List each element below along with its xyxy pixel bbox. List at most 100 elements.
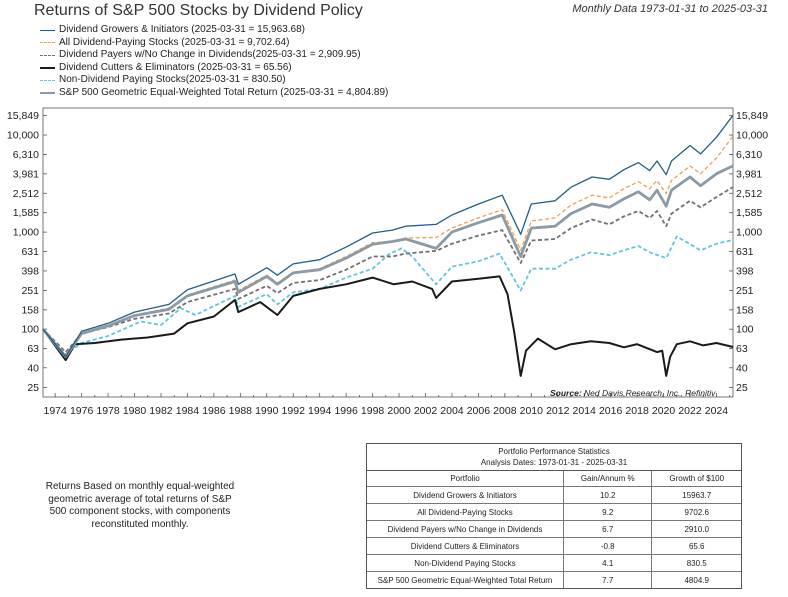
x-tick-label: 1984 <box>176 405 200 417</box>
y-tick-label-right: 25 <box>736 382 748 394</box>
table-row: S&P 500 Geometric Equal-Weighted Total R… <box>367 571 741 588</box>
portfolio-name: Dividend Payers w/No Change in Dividends <box>367 520 564 538</box>
x-tick-label: 2004 <box>440 405 464 417</box>
y-tick-label-left: 15,849 <box>7 110 39 122</box>
y-tick-label-left: 10,000 <box>7 130 39 142</box>
y-tick-label-left: 100 <box>21 324 39 336</box>
portfolio-name: S&P 500 Geometric Equal-Weighted Total R… <box>367 571 564 588</box>
x-tick-label: 2000 <box>387 405 411 417</box>
col-header-growth: Growth of $100 <box>651 471 741 487</box>
x-tick-label: 1974 <box>43 405 67 417</box>
y-tick-label-left: 631 <box>21 246 39 258</box>
x-tick-label: 1988 <box>229 405 253 417</box>
series-line-dividend-cutters-eliminators <box>42 275 734 377</box>
x-tick-label: 2014 <box>573 405 597 417</box>
portfolio-name: Dividend Growers & Initiators <box>367 486 564 504</box>
source-label: Source: <box>550 388 582 398</box>
table-row: All Dividend-Paying Stocks 9.2 9702.6 <box>367 503 741 521</box>
legend-entry: All Dividend-Paying Stocks (2025-03-31 =… <box>40 37 388 50</box>
x-tick-label: 1978 <box>96 405 120 417</box>
legend-entry: Dividend Cutters & Eliminators (2025-03-… <box>40 62 388 75</box>
x-tick-label: 1976 <box>70 405 94 417</box>
stats-table-dates: Analysis Dates: 1973-01-31 - 2025-03-31 <box>480 458 628 467</box>
methodology-note: Returns Based on monthly equal-weighted … <box>45 481 235 530</box>
line-chart: 15,84910,0006,3103,9812,5121,5851,000631… <box>7 107 768 417</box>
legend-entry: S&P 500 Geometric Equal-Weighted Total R… <box>40 87 388 100</box>
y-tick-label-right: 3,981 <box>736 168 762 180</box>
gain-value: 4.1 <box>562 554 653 572</box>
legend-swatch <box>40 80 55 82</box>
portfolio-name: All Dividend-Paying Stocks <box>367 503 564 521</box>
y-tick-label-right: 158 <box>736 304 754 316</box>
y-tick-label-left: 6,310 <box>13 149 39 161</box>
legend-entry: Dividend Payers w/No Change in Dividends… <box>40 49 388 62</box>
growth-value: 2910.0 <box>651 520 741 538</box>
gain-value: 10.2 <box>562 486 653 504</box>
x-tick-label: 1980 <box>123 405 147 417</box>
chart-legend: Dividend Growers & Initiators (2025-03-3… <box>40 24 388 100</box>
source-note: Source: Ned Davis Research, Inc., Refini… <box>550 388 715 398</box>
growth-value: 15963.7 <box>651 486 741 504</box>
chart-title: Returns of S&P 500 Stocks by Dividend Po… <box>34 2 363 19</box>
y-tick-label-right: 2,512 <box>736 188 762 200</box>
legend-label: Dividend Cutters & Eliminators (2025-03-… <box>59 61 292 73</box>
series-line-non-dividend-paying-stocks <box>42 235 734 356</box>
y-tick-label-right: 6,310 <box>736 149 762 161</box>
y-tick-label-right: 40 <box>736 362 748 374</box>
legend-swatch <box>40 42 55 44</box>
x-tick-label: 1998 <box>361 405 385 417</box>
x-tick-label: 2006 <box>467 405 491 417</box>
col-header-portfolio: Portfolio <box>367 471 564 487</box>
portfolio-name: Non-Dividend Paying Stocks <box>367 554 564 572</box>
series-line-dividend-payers-w-no-change-in-dividends <box>42 186 734 353</box>
series-line-s-p-500-geometric-equal-weighted-total-return <box>41 164 734 359</box>
x-tick-label: 1986 <box>202 405 226 417</box>
growth-value: 9702.6 <box>651 503 741 521</box>
series-line-all-dividend-paying-stocks <box>42 135 734 356</box>
table-row: Dividend Cutters & Eliminators -0.8 65.6 <box>367 537 741 555</box>
gain-value: 6.7 <box>562 520 653 538</box>
y-tick-label-right: 10,000 <box>736 130 768 142</box>
y-tick-label-left: 398 <box>21 265 39 277</box>
stats-table-header: Portfolio Performance Statistics Analysi… <box>367 444 741 471</box>
y-tick-label-left: 251 <box>21 285 39 297</box>
y-tick-label-right: 1,000 <box>736 227 762 239</box>
x-tick-label: 2016 <box>599 405 623 417</box>
legend-swatch <box>40 67 55 70</box>
portfolio-name: Dividend Cutters & Eliminators <box>367 537 564 555</box>
legend-label: All Dividend-Paying Stocks (2025-03-31 =… <box>59 36 290 48</box>
x-tick-label: 2010 <box>520 405 544 417</box>
x-tick-label: 2024 <box>705 405 729 417</box>
legend-entry: Dividend Growers & Initiators (2025-03-3… <box>40 24 388 37</box>
y-tick-label-right: 398 <box>736 265 754 277</box>
x-tick-label: 2012 <box>546 405 570 417</box>
table-row: Dividend Growers & Initiators 10.2 15963… <box>367 486 741 504</box>
series-line-dividend-growers-initiators <box>42 114 734 358</box>
legend-label: Dividend Payers w/No Change in Dividends… <box>59 49 361 61</box>
gain-value: 7.7 <box>562 571 653 588</box>
legend-label: Non-Dividend Paying Stocks(2025-03-31 = … <box>59 74 286 86</box>
table-row: Dividend Payers w/No Change in Dividends… <box>367 520 741 538</box>
gain-value: 9.2 <box>562 503 653 521</box>
legend-entry: Non-Dividend Paying Stocks(2025-03-31 = … <box>40 74 388 87</box>
y-tick-label-right: 63 <box>736 343 748 355</box>
y-tick-label-left: 1,585 <box>13 207 39 219</box>
table-row: Non-Dividend Paying Stocks 4.1 830.5 <box>367 554 741 572</box>
x-tick-label: 1992 <box>282 405 306 417</box>
x-tick-label: 2018 <box>625 405 649 417</box>
y-tick-label-right: 1,585 <box>736 207 762 219</box>
legend-swatch <box>40 29 55 31</box>
y-tick-label-left: 158 <box>21 304 39 316</box>
col-header-gain: Gain/Annum % <box>562 471 653 487</box>
growth-value: 65.6 <box>651 537 741 555</box>
y-tick-label-right: 100 <box>736 324 754 336</box>
x-tick-label: 1994 <box>308 405 332 417</box>
y-tick-label-left: 25 <box>27 382 39 394</box>
x-tick-label: 1982 <box>149 405 173 417</box>
performance-stats-table: Portfolio Performance Statistics Analysi… <box>366 443 742 589</box>
x-tick-label: 2002 <box>414 405 438 417</box>
x-tick-label: 2008 <box>493 405 517 417</box>
y-tick-label-right: 631 <box>736 246 754 258</box>
source-text: Ned Davis Research, Inc., Refinitiv <box>584 388 716 398</box>
y-tick-label-right: 15,849 <box>736 110 768 122</box>
